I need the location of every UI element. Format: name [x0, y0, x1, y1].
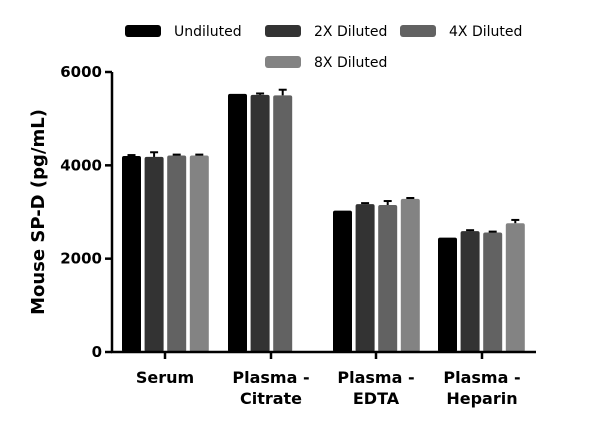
x-tick-label: EDTA — [353, 389, 400, 408]
bar — [438, 237, 457, 352]
y-tick-label: 4000 — [60, 156, 102, 174]
bars — [122, 88, 525, 352]
bar — [122, 156, 141, 352]
x-tick-label: Plasma - — [337, 368, 414, 387]
legend-swatch — [265, 56, 301, 68]
y-tick-label: 2000 — [60, 250, 102, 268]
x-axis: Serum Plasma - Citrate Plasma - EDTA Plasma -… — [111, 350, 536, 408]
bar — [378, 205, 398, 352]
bar — [355, 204, 375, 352]
bar — [400, 198, 420, 352]
bar — [167, 155, 187, 352]
bar — [505, 223, 525, 352]
x-tick-label: Plasma - — [443, 368, 520, 387]
legend-swatch — [400, 25, 436, 37]
bar — [460, 231, 480, 352]
legend-label: 2X Diluted — [314, 24, 387, 40]
bar — [333, 210, 352, 352]
y-tick-label: 6000 — [60, 63, 102, 81]
legend: Undiluted 2X Diluted 4X Diluted 8X Diluted — [125, 24, 522, 71]
legend-label: 4X Diluted — [449, 24, 522, 40]
legend-label: Undiluted — [174, 24, 242, 40]
legend-swatch — [265, 25, 301, 37]
y-axis: 0 2000 4000 6000 — [60, 63, 114, 361]
bar — [483, 232, 503, 352]
x-tick-label: Serum — [136, 368, 194, 387]
bar — [189, 155, 209, 352]
bar — [228, 93, 247, 352]
y-tick-label: 0 — [92, 343, 102, 361]
legend-swatch — [125, 25, 161, 37]
bar — [144, 156, 164, 352]
x-tick-label: Citrate — [240, 389, 302, 408]
legend-label: 8X Diluted — [314, 55, 387, 71]
bar — [273, 95, 293, 352]
bar — [250, 94, 270, 352]
x-tick-label: Heparin — [446, 389, 517, 408]
x-tick-label: Plasma - — [232, 368, 309, 387]
y-axis-label: Mouse SP-D (pg/mL) — [28, 109, 49, 315]
